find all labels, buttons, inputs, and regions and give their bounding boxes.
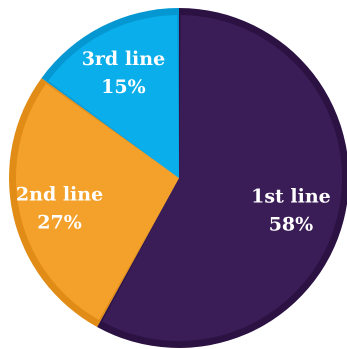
- pie-label-3rd-line: 3rd line 15%: [82, 48, 165, 98]
- pie-label-1st-line: 1st line 58%: [251, 186, 331, 236]
- pie-label-name: 2nd line: [16, 184, 103, 206]
- pie-label-value: 27%: [37, 212, 82, 234]
- pie-label-value: 15%: [101, 76, 146, 98]
- pie-slice-face-1st-line: [101, 15, 342, 342]
- pie-labels: 1st line 58% 2nd line 27% 3rd line 15%: [16, 48, 331, 236]
- pie-slices: [8, 8, 347, 348]
- pie-slice-face-2nd-line: [15, 83, 180, 321]
- pie-label-2nd-line: 2nd line 27%: [16, 184, 103, 234]
- pie-slice-face-3rd-line: [48, 15, 180, 178]
- pie-label-value: 58%: [269, 214, 314, 236]
- pie-label-name: 1st line: [251, 186, 331, 208]
- pie-label-name: 3rd line: [82, 48, 165, 70]
